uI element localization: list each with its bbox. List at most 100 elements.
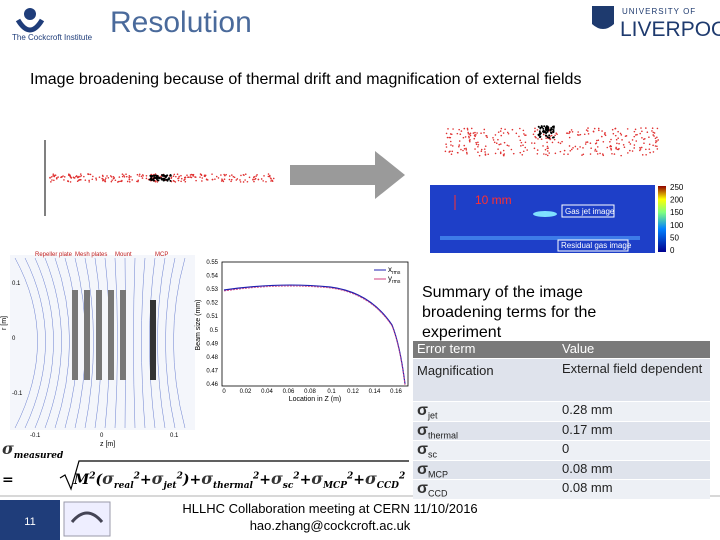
dot bbox=[587, 133, 590, 135]
dot bbox=[649, 151, 651, 154]
dot bbox=[503, 154, 505, 157]
dot bbox=[242, 173, 245, 176]
dot bbox=[140, 175, 143, 178]
dot bbox=[463, 144, 466, 147]
beam-ylabel: Beam size (mm) bbox=[195, 300, 202, 351]
dot bbox=[459, 133, 462, 136]
dot bbox=[63, 179, 65, 181]
beam-xtick: 0.16 bbox=[390, 389, 402, 395]
sigma-symbol: σ bbox=[365, 469, 377, 488]
dot bbox=[546, 136, 549, 139]
dot bbox=[173, 173, 176, 176]
dot bbox=[475, 143, 478, 146]
dot bbox=[104, 178, 107, 181]
dot bbox=[589, 142, 592, 145]
dot bbox=[263, 175, 265, 177]
dot bbox=[271, 180, 274, 182]
dot bbox=[89, 173, 92, 176]
dot bbox=[515, 132, 518, 135]
dot bbox=[579, 133, 582, 136]
beam-xtick: 0.04 bbox=[261, 389, 273, 395]
dot bbox=[153, 179, 156, 182]
dot bbox=[643, 142, 645, 145]
field-lines: Repeller plate Mesh plates Mount MCP 0.1 0 -0.… bbox=[1, 252, 186, 448]
logo-text: The Cockcroft Institute bbox=[12, 33, 93, 42]
slide-number-box bbox=[0, 500, 60, 540]
dot bbox=[469, 134, 472, 137]
table-row: σsc 0 bbox=[413, 440, 710, 461]
dot bbox=[499, 130, 502, 132]
dot bbox=[594, 148, 597, 151]
dot bbox=[468, 136, 470, 139]
dot bbox=[639, 148, 642, 150]
dot bbox=[552, 131, 555, 134]
dot bbox=[502, 149, 505, 152]
dot bbox=[141, 177, 144, 179]
beam-ytick: 0.54 bbox=[206, 274, 218, 280]
value-cell: 0.08 mm bbox=[558, 460, 710, 481]
open: ( bbox=[95, 472, 103, 488]
plate bbox=[108, 290, 114, 380]
dot bbox=[644, 137, 646, 140]
dot bbox=[646, 131, 649, 134]
dot bbox=[653, 132, 656, 134]
header-cell: Value bbox=[558, 341, 710, 359]
dot bbox=[119, 180, 122, 183]
dot bbox=[652, 151, 655, 153]
dot bbox=[470, 127, 473, 130]
dot bbox=[582, 153, 585, 156]
dot bbox=[248, 176, 251, 179]
mcp bbox=[150, 300, 156, 380]
term-cell: Magnification bbox=[413, 358, 558, 402]
dot bbox=[467, 131, 469, 134]
dot bbox=[154, 174, 157, 177]
dot bbox=[104, 180, 107, 183]
dot bbox=[633, 147, 636, 149]
dot bbox=[468, 133, 471, 135]
dot bbox=[487, 153, 490, 156]
equals: = bbox=[2, 472, 14, 488]
beam-xlabel: Location in Z (m) bbox=[289, 396, 342, 403]
dot bbox=[566, 132, 569, 134]
beam-ytick: 0.51 bbox=[206, 314, 218, 320]
dot bbox=[541, 130, 544, 133]
dot bbox=[460, 148, 462, 151]
term-cell: σthermal bbox=[413, 421, 558, 442]
dot bbox=[519, 151, 522, 154]
dot bbox=[445, 146, 448, 148]
dot bbox=[525, 134, 527, 136]
dot bbox=[63, 176, 66, 178]
field-line bbox=[24, 257, 46, 429]
dot bbox=[101, 177, 103, 180]
dot bbox=[657, 139, 659, 141]
dot bbox=[253, 175, 256, 178]
dot bbox=[79, 175, 81, 178]
dot bbox=[483, 128, 486, 131]
dot bbox=[452, 128, 454, 130]
residual-label: Residual gas image bbox=[561, 241, 632, 250]
legend-sub: rms bbox=[392, 279, 401, 285]
dot bbox=[635, 140, 638, 142]
dot bbox=[456, 132, 459, 135]
dot bbox=[205, 178, 208, 181]
dot bbox=[651, 130, 653, 132]
dot bbox=[195, 179, 197, 182]
dot bbox=[225, 173, 227, 176]
dot bbox=[458, 144, 461, 146]
dot bbox=[484, 145, 487, 147]
dot bbox=[268, 175, 271, 178]
dot bbox=[641, 130, 643, 133]
dot bbox=[522, 144, 524, 147]
colorbar-tick: 250 bbox=[670, 183, 684, 192]
dot bbox=[231, 174, 233, 176]
dot bbox=[483, 148, 486, 150]
gas-jet-spot bbox=[533, 211, 557, 217]
dot bbox=[615, 147, 617, 150]
dot bbox=[125, 173, 127, 176]
dot bbox=[601, 153, 604, 155]
dot bbox=[520, 145, 522, 147]
field-xlabel: z [m] bbox=[100, 441, 115, 448]
dot bbox=[447, 128, 449, 130]
dot bbox=[596, 146, 599, 148]
